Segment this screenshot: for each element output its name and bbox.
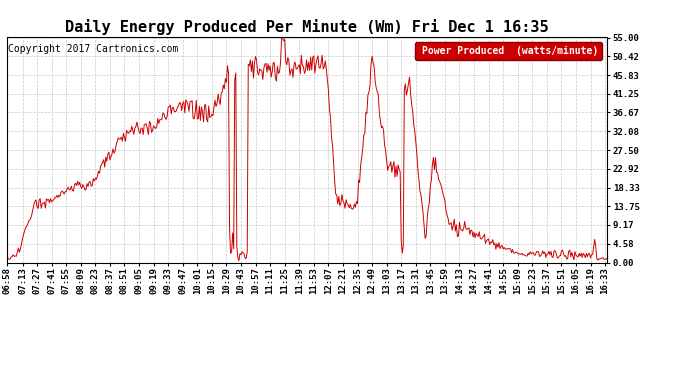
Legend: Power Produced  (watts/minute): Power Produced (watts/minute) — [415, 42, 602, 60]
Text: Copyright 2017 Cartronics.com: Copyright 2017 Cartronics.com — [8, 44, 179, 54]
Title: Daily Energy Produced Per Minute (Wm) Fri Dec 1 16:35: Daily Energy Produced Per Minute (Wm) Fr… — [66, 19, 549, 35]
